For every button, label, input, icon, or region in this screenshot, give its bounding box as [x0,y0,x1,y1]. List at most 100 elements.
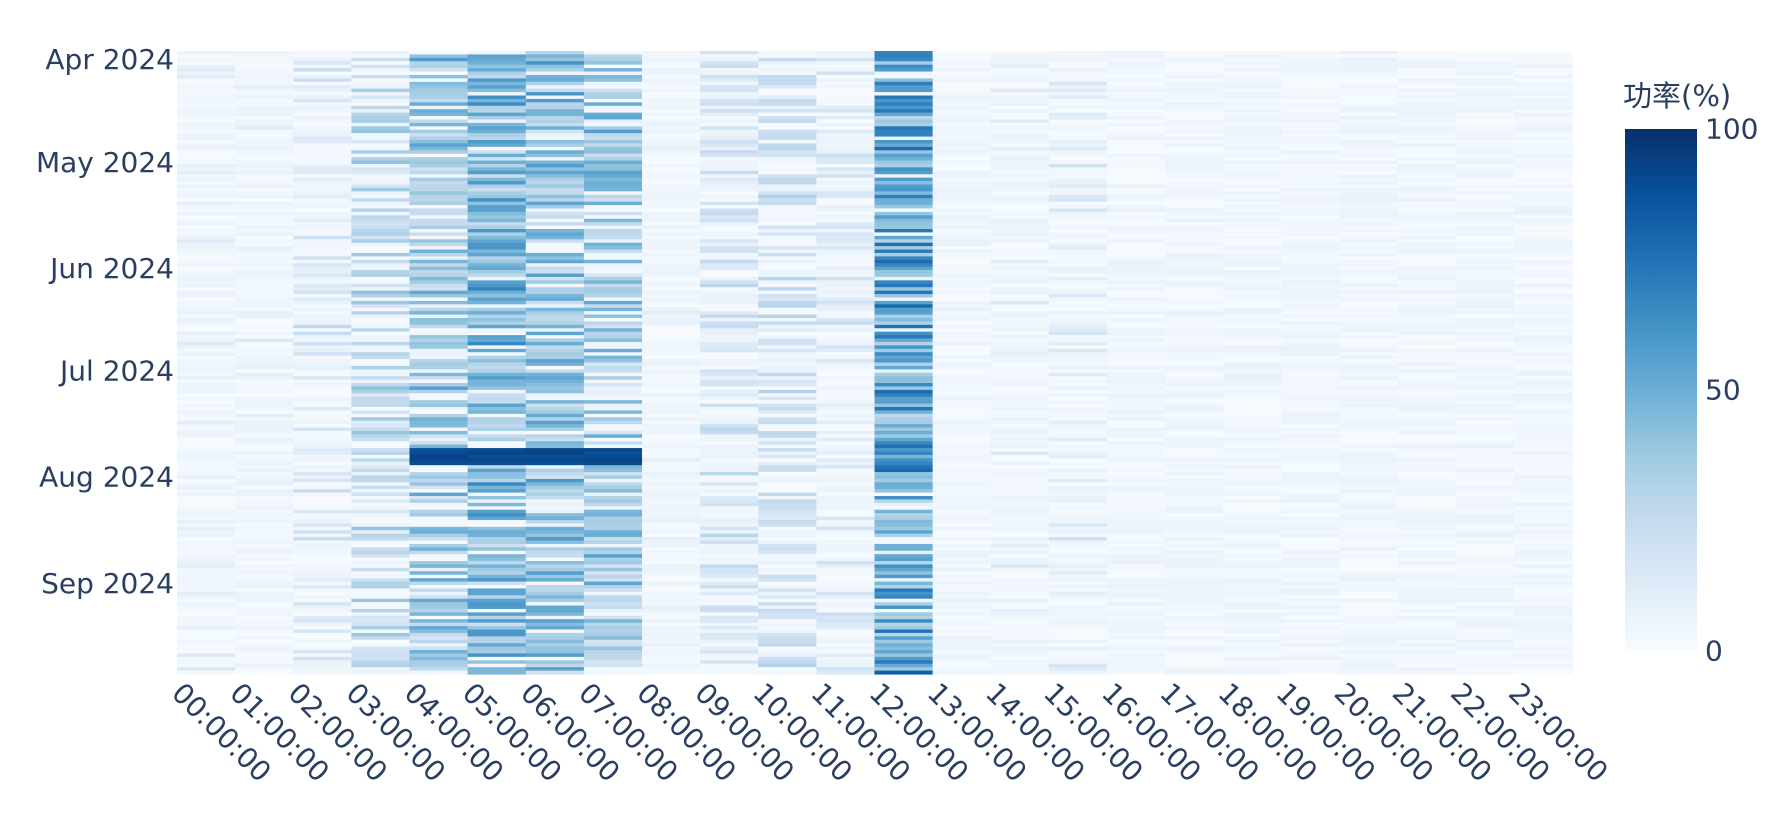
heatmap-cell [583,74,643,79]
heatmap-cell [525,636,585,641]
heatmap-cell [816,667,876,672]
heatmap-cell [874,92,934,97]
heatmap-cell [467,174,527,179]
heatmap-cell [700,602,759,607]
heatmap-cell [177,61,236,66]
heatmap-cell [1223,280,1282,285]
heatmap-cell [235,222,294,227]
heatmap-cell [932,335,992,340]
heatmap-cell [816,95,876,100]
heatmap-cell [583,335,643,340]
heatmap-cell [467,205,527,210]
heatmap-cell [1048,242,1108,247]
heatmap-cell [642,81,701,86]
heatmap-cell [1339,160,1399,165]
heatmap-cell [467,400,527,405]
heatmap-cell [583,246,643,251]
heatmap-cell [1048,557,1108,562]
heatmap-cell [1513,273,1573,278]
heatmap-cell [990,461,1050,466]
heatmap-cell [177,174,236,179]
heatmap-cell [1048,543,1108,548]
heatmap-cell [1397,163,1457,168]
heatmap-cell [351,513,411,518]
heatmap-cell [642,140,701,145]
heatmap-cell [235,365,294,370]
heatmap-cell [874,225,934,230]
heatmap-cell [467,235,527,240]
heatmap-cell [235,598,294,603]
heatmap-cell [293,194,352,199]
heatmap-cell [990,321,1050,326]
heatmap-cell [1513,294,1573,299]
heatmap-cell [932,201,992,206]
heatmap-cell [932,444,992,449]
heatmap-cell [177,109,236,114]
heatmap-cell [293,379,352,384]
heatmap-cell [583,482,643,487]
heatmap-cell [990,61,1050,66]
heatmap-cell [351,670,411,675]
heatmap-cell [1107,57,1166,62]
heatmap-cell [1513,389,1573,394]
heatmap-cell [583,513,643,518]
heatmap-cell [932,448,992,453]
heatmap-cell [1397,355,1457,360]
heatmap-cell [700,270,759,275]
heatmap-cell [1281,444,1341,449]
heatmap-cell [700,492,759,497]
heatmap-cell [409,550,469,555]
heatmap-cell [932,140,992,145]
heatmap-cell [758,632,817,637]
heatmap-cell [642,355,701,360]
heatmap-cell [1513,403,1573,408]
heatmap-cell [1455,612,1515,617]
heatmap-cell [816,656,876,661]
heatmap-cell [351,660,411,665]
heatmap-cell [932,81,992,86]
heatmap-cell [1281,561,1341,566]
heatmap-cell [525,564,585,569]
heatmap-cell [932,167,992,172]
heatmap-cell [1339,64,1399,69]
heatmap-cell [351,417,411,422]
heatmap-cell [642,105,701,110]
heatmap-cell [1107,653,1166,658]
heatmap-cell [1223,502,1282,507]
heatmap-cell [1107,567,1166,572]
heatmap-cell [293,389,352,394]
heatmap-cell [874,362,934,367]
heatmap-cell [758,187,817,192]
heatmap-cell [409,619,469,624]
heatmap-cell [816,359,876,364]
heatmap-cell [1048,266,1108,271]
colorbar-tick-label: 0 [1705,635,1723,668]
heatmap-cell [758,348,817,353]
heatmap-cell [525,355,585,360]
heatmap-cell [874,574,934,579]
heatmap-cell [990,400,1050,405]
heatmap-cell [874,519,934,524]
heatmap-cell [583,598,643,603]
heatmap-cell [1107,229,1166,234]
heatmap-cell [1048,468,1108,473]
heatmap-cell [235,441,294,446]
heatmap-cell [235,225,294,230]
heatmap-cell [293,636,352,641]
heatmap-cell [1455,643,1515,648]
heatmap-cell [1165,140,1224,145]
heatmap-cell [1513,119,1573,124]
heatmap-cell [525,557,585,562]
heatmap-cell [816,331,876,336]
heatmap-cell [1339,140,1399,145]
heatmap-cell [874,331,934,336]
heatmap-cell [1339,383,1399,388]
heatmap-cell [1107,629,1166,634]
heatmap-cell [1397,372,1457,377]
heatmap-cell [874,181,934,186]
heatmap-cell [1107,191,1166,196]
heatmap-cell [1455,489,1515,494]
heatmap-cell [293,612,352,617]
heatmap-cell [1281,273,1341,278]
heatmap-cell [1513,242,1573,247]
